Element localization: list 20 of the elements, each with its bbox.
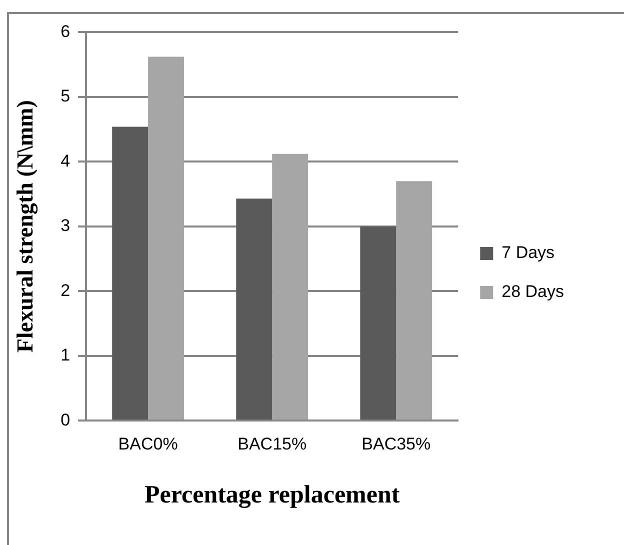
y-tick-label: 6 <box>60 22 70 41</box>
bar <box>360 226 396 420</box>
legend-label: 7 Days <box>502 243 555 262</box>
bar <box>236 198 272 420</box>
y-tick-label: 4 <box>60 151 70 170</box>
y-tick-label: 5 <box>60 86 70 106</box>
y-tick-label: 1 <box>60 346 70 365</box>
legend-label: 28 Days <box>502 282 564 302</box>
x-tick-label: BAC0% <box>118 434 178 454</box>
x-tick-label: BAC35% <box>362 434 431 454</box>
bar <box>112 126 148 420</box>
bar <box>148 56 184 420</box>
y-tick-label: 0 <box>60 410 70 430</box>
x-tick-label: BAC15% <box>238 434 307 454</box>
bar <box>272 154 308 420</box>
y-tick-label: 2 <box>60 280 70 300</box>
y-tick-label: 3 <box>60 216 70 236</box>
y-axis-title: Flexural strength (N\mm) <box>12 100 39 353</box>
bar <box>396 181 432 420</box>
x-axis-title: Percentage replacement <box>144 481 400 508</box>
